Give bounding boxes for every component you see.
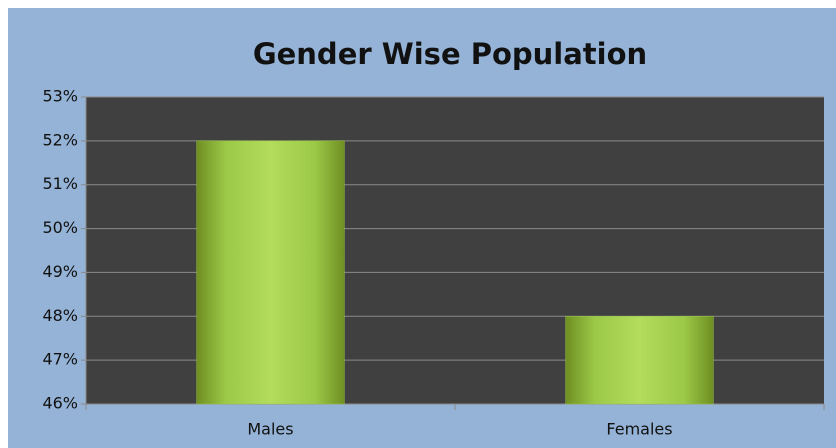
bar [196, 140, 345, 405]
chart-title: Gender Wise Population [253, 37, 647, 71]
y-tick-label: 46% [42, 394, 78, 413]
y-tick-label: 49% [42, 262, 78, 281]
x-tick-label: Females [606, 420, 672, 439]
y-tick-label: 50% [42, 218, 78, 237]
y-tick-label: 48% [42, 306, 78, 325]
x-tick-label: Males [247, 420, 293, 439]
y-tick-label: 51% [42, 174, 78, 193]
bar [565, 316, 714, 405]
y-tick-label: 52% [42, 130, 78, 149]
y-tick-label: 53% [42, 87, 78, 106]
y-tick-label: 47% [42, 350, 78, 369]
